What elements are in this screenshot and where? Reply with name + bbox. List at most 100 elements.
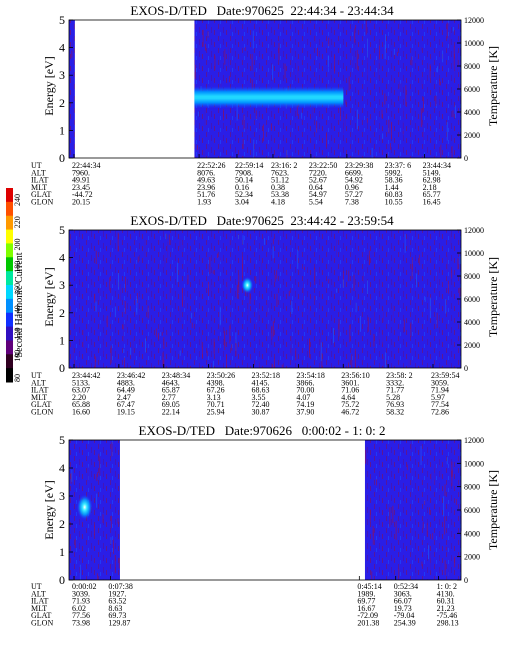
spectrogram-streak xyxy=(343,280,344,288)
spectrogram-streak xyxy=(369,251,370,265)
spectrogram-streak xyxy=(94,525,95,535)
spectrogram-streak xyxy=(97,472,98,477)
spectrogram-streak xyxy=(454,58,455,78)
spectrogram-streak xyxy=(445,484,446,495)
spectrogram-streak xyxy=(452,146,453,158)
y-right-tick-label: 8000 xyxy=(464,272,480,281)
spectrogram-streak xyxy=(203,30,204,47)
spectrogram-streak xyxy=(109,277,110,290)
spectrogram-streak xyxy=(421,108,422,127)
spectrogram-streak xyxy=(374,312,375,328)
spectrogram-streak xyxy=(123,325,124,329)
spectrogram-streak xyxy=(96,474,97,481)
colorbar-swatch xyxy=(6,368,13,382)
spectrogram-streak xyxy=(88,467,89,481)
spectrogram-streak xyxy=(437,270,438,289)
spectrogram-streak xyxy=(447,122,448,141)
colorbar-swatch xyxy=(6,257,13,271)
spectrogram-streak xyxy=(411,441,412,452)
spectrogram-streak xyxy=(367,57,368,76)
spectrogram-streak xyxy=(356,303,357,312)
spectrogram-streak xyxy=(403,108,404,119)
table-cell: 298.13 xyxy=(437,619,459,628)
spectrogram-streak xyxy=(245,47,246,51)
y-right-tick-label: 12000 xyxy=(464,226,484,235)
spectrogram-streak xyxy=(256,322,257,333)
y-tick-label: 1 xyxy=(59,333,65,347)
spectrogram-streak xyxy=(316,121,317,132)
spectrogram-streak xyxy=(182,241,183,250)
y-tick-label: 4 xyxy=(59,41,65,55)
table-row-label: GLON xyxy=(31,619,53,628)
y-right-tick-label: 8000 xyxy=(464,62,480,71)
y-tick-label: 5 xyxy=(59,13,65,27)
spectrogram-streak xyxy=(394,49,395,55)
spectrogram-streak xyxy=(112,442,113,456)
spectrogram-streak xyxy=(96,494,97,508)
spectrogram-streak xyxy=(416,274,417,288)
panel-2: EXOS-D/TED Date:970625 23:44:42 - 23:59:… xyxy=(31,213,500,417)
spectrogram-streak xyxy=(421,47,422,52)
spectrogram-streak xyxy=(422,123,423,130)
y-right-tick-label: 6000 xyxy=(464,506,480,515)
spectrogram-streak xyxy=(236,343,237,356)
table-cell: 4.18 xyxy=(271,198,285,207)
spectrogram-streak xyxy=(282,365,283,368)
spectrogram-streak xyxy=(167,332,168,337)
spectrogram-streak xyxy=(360,316,361,332)
spectrogram-streak xyxy=(238,235,239,239)
table-cell: 5.54 xyxy=(309,198,323,207)
spectrogram-streak xyxy=(437,464,438,468)
spectrogram-streak xyxy=(293,70,294,75)
y-right-tick-label: 4000 xyxy=(464,108,480,117)
spectrogram-streak xyxy=(130,348,131,355)
spectrogram-streak xyxy=(373,529,374,544)
colorbar-swatch xyxy=(6,313,13,327)
table-cell: 7.38 xyxy=(345,198,359,207)
spectrogram-streak xyxy=(442,51,443,63)
table-cell: 58.32 xyxy=(386,408,404,417)
spectrogram-streak xyxy=(71,51,72,58)
spectrogram-streak xyxy=(451,270,452,279)
table-cell: 46.72 xyxy=(341,408,359,417)
spectrogram-streak xyxy=(348,271,349,282)
table-cell: 16.45 xyxy=(423,198,441,207)
y-right-tick-label: 2000 xyxy=(464,131,480,140)
panel-2-title: EXOS-D/TED Date:970625 23:44:42 - 23:59:… xyxy=(130,213,394,228)
spectrogram-streak xyxy=(274,359,275,368)
spectrogram-streak xyxy=(250,293,251,304)
spectrogram-streak xyxy=(148,306,149,319)
spectrogram-streak xyxy=(437,313,438,328)
spectrogram-streak xyxy=(180,307,181,322)
spectrogram-streak xyxy=(258,311,259,323)
spectrogram-streak xyxy=(399,82,400,89)
spectrogram-streak xyxy=(454,557,455,568)
spectrogram-streak xyxy=(428,545,429,559)
spectrogram-streak xyxy=(298,61,299,79)
spectrogram-streak xyxy=(446,547,447,551)
spectrogram-streak xyxy=(119,522,120,525)
panel-3-ylabel: Energy [eV] xyxy=(42,480,56,539)
spectrogram-streak xyxy=(215,56,216,70)
spectrogram-streak xyxy=(425,297,426,302)
spectrogram-streak xyxy=(366,20,367,35)
spectrogram-streak xyxy=(243,139,244,149)
spectrogram-streak xyxy=(244,115,245,130)
spectrogram-streak xyxy=(315,35,316,43)
spectrogram-streak xyxy=(390,143,391,150)
table-cell: 1.93 xyxy=(197,198,211,207)
spectrogram-streak xyxy=(304,267,305,270)
spectrogram-streak xyxy=(421,446,422,465)
spectrogram-streak xyxy=(224,49,225,64)
spectrogram-streak xyxy=(343,114,344,134)
spectrogram-streak xyxy=(115,307,116,318)
table-cell: 129.87 xyxy=(108,619,130,628)
spectrogram-streak xyxy=(351,354,352,368)
spectrogram-streak xyxy=(372,148,373,158)
spectrogram-streak xyxy=(448,23,449,27)
spectrogram-streak xyxy=(374,334,375,347)
spectrogram-streak xyxy=(202,347,203,358)
y-tick-label: 3 xyxy=(59,489,65,503)
spectrogram-streak xyxy=(328,279,329,283)
spectrogram-streak xyxy=(192,323,193,328)
